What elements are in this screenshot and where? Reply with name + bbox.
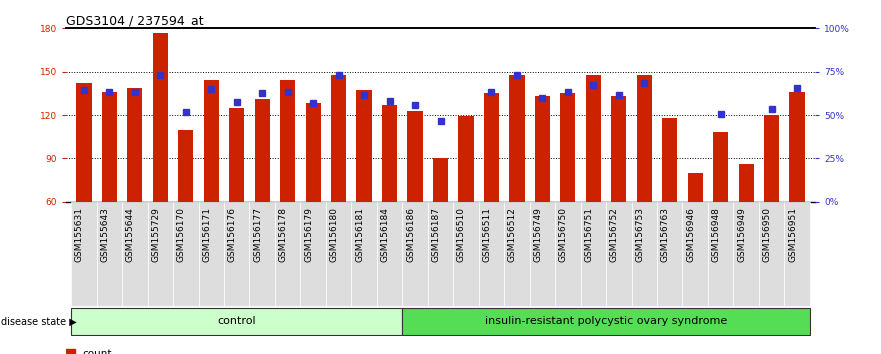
Text: GSM156950: GSM156950 bbox=[763, 207, 772, 262]
Text: GSM156749: GSM156749 bbox=[533, 207, 543, 262]
Bar bbox=[352, 202, 377, 306]
Text: GSM155643: GSM155643 bbox=[100, 207, 109, 262]
Text: insulin-resistant polycystic ovary syndrome: insulin-resistant polycystic ovary syndr… bbox=[485, 316, 727, 326]
Bar bbox=[784, 202, 810, 306]
Bar bbox=[611, 96, 626, 202]
Bar bbox=[733, 202, 759, 306]
Bar bbox=[458, 116, 474, 202]
Text: GSM156753: GSM156753 bbox=[635, 207, 644, 262]
Bar bbox=[382, 105, 397, 202]
Bar bbox=[152, 33, 168, 202]
Text: GDS3104 / 237594_at: GDS3104 / 237594_at bbox=[66, 14, 204, 27]
Bar bbox=[535, 96, 550, 202]
Text: disease state ▶: disease state ▶ bbox=[1, 316, 77, 326]
Bar bbox=[759, 202, 784, 306]
Text: GSM156187: GSM156187 bbox=[432, 207, 440, 262]
Bar bbox=[637, 75, 652, 202]
Bar bbox=[738, 164, 754, 202]
Bar bbox=[357, 91, 372, 202]
Bar bbox=[71, 202, 97, 306]
Text: GSM156180: GSM156180 bbox=[329, 207, 338, 262]
Bar bbox=[300, 202, 326, 306]
Text: GSM156171: GSM156171 bbox=[203, 207, 211, 262]
Text: control: control bbox=[218, 316, 256, 326]
Bar bbox=[326, 202, 352, 306]
Bar bbox=[280, 80, 295, 202]
Bar bbox=[428, 202, 453, 306]
Bar bbox=[484, 93, 499, 202]
Bar bbox=[275, 202, 300, 306]
Text: count: count bbox=[82, 349, 111, 354]
Bar bbox=[509, 75, 524, 202]
Text: GSM155631: GSM155631 bbox=[75, 207, 84, 262]
Text: GSM156752: GSM156752 bbox=[610, 207, 618, 262]
Bar bbox=[306, 103, 321, 202]
Text: GSM156510: GSM156510 bbox=[457, 207, 466, 262]
Text: GSM156763: GSM156763 bbox=[661, 207, 670, 262]
Bar bbox=[581, 202, 606, 306]
Bar bbox=[657, 202, 683, 306]
Bar bbox=[198, 202, 224, 306]
Text: GSM155729: GSM155729 bbox=[152, 207, 160, 262]
Bar bbox=[632, 202, 657, 306]
Bar bbox=[433, 159, 448, 202]
Bar bbox=[606, 202, 632, 306]
Text: GSM156177: GSM156177 bbox=[253, 207, 263, 262]
Bar bbox=[663, 118, 677, 202]
Bar bbox=[764, 115, 780, 202]
Bar bbox=[586, 75, 601, 202]
Bar bbox=[529, 202, 555, 306]
Bar bbox=[403, 308, 810, 335]
Text: GSM156178: GSM156178 bbox=[278, 207, 288, 262]
Text: GSM156181: GSM156181 bbox=[355, 207, 364, 262]
Text: GSM156948: GSM156948 bbox=[712, 207, 721, 262]
Text: GSM156512: GSM156512 bbox=[508, 207, 517, 262]
Text: GSM156170: GSM156170 bbox=[177, 207, 186, 262]
Text: GSM156949: GSM156949 bbox=[737, 207, 746, 262]
Text: GSM156186: GSM156186 bbox=[406, 207, 415, 262]
Bar bbox=[255, 99, 270, 202]
Bar bbox=[122, 202, 148, 306]
Bar bbox=[101, 92, 117, 202]
Bar bbox=[148, 202, 173, 306]
Bar bbox=[789, 92, 804, 202]
Bar bbox=[71, 308, 403, 335]
Text: GSM156511: GSM156511 bbox=[483, 207, 492, 262]
Bar bbox=[713, 132, 729, 202]
Text: GSM156951: GSM156951 bbox=[788, 207, 797, 262]
Bar bbox=[331, 75, 346, 202]
Bar bbox=[97, 202, 122, 306]
Bar bbox=[555, 202, 581, 306]
Bar bbox=[173, 202, 198, 306]
Bar bbox=[560, 93, 575, 202]
Bar bbox=[229, 108, 244, 202]
Bar bbox=[224, 202, 249, 306]
Bar bbox=[204, 80, 218, 202]
Text: GSM156750: GSM156750 bbox=[559, 207, 568, 262]
Bar bbox=[687, 173, 703, 202]
Text: GSM156179: GSM156179 bbox=[304, 207, 313, 262]
Text: GSM156176: GSM156176 bbox=[227, 207, 237, 262]
Bar bbox=[178, 130, 194, 202]
Bar bbox=[77, 83, 92, 202]
Text: GSM156184: GSM156184 bbox=[381, 207, 389, 262]
Bar bbox=[504, 202, 529, 306]
Bar bbox=[127, 87, 143, 202]
Bar bbox=[683, 202, 708, 306]
Bar bbox=[453, 202, 478, 306]
Bar bbox=[249, 202, 275, 306]
Bar bbox=[403, 202, 428, 306]
Bar bbox=[407, 111, 423, 202]
Text: GSM156751: GSM156751 bbox=[584, 207, 593, 262]
Bar bbox=[478, 202, 504, 306]
Bar bbox=[377, 202, 403, 306]
Bar bbox=[708, 202, 733, 306]
Text: GSM155644: GSM155644 bbox=[126, 207, 135, 262]
Text: GSM156946: GSM156946 bbox=[686, 207, 695, 262]
